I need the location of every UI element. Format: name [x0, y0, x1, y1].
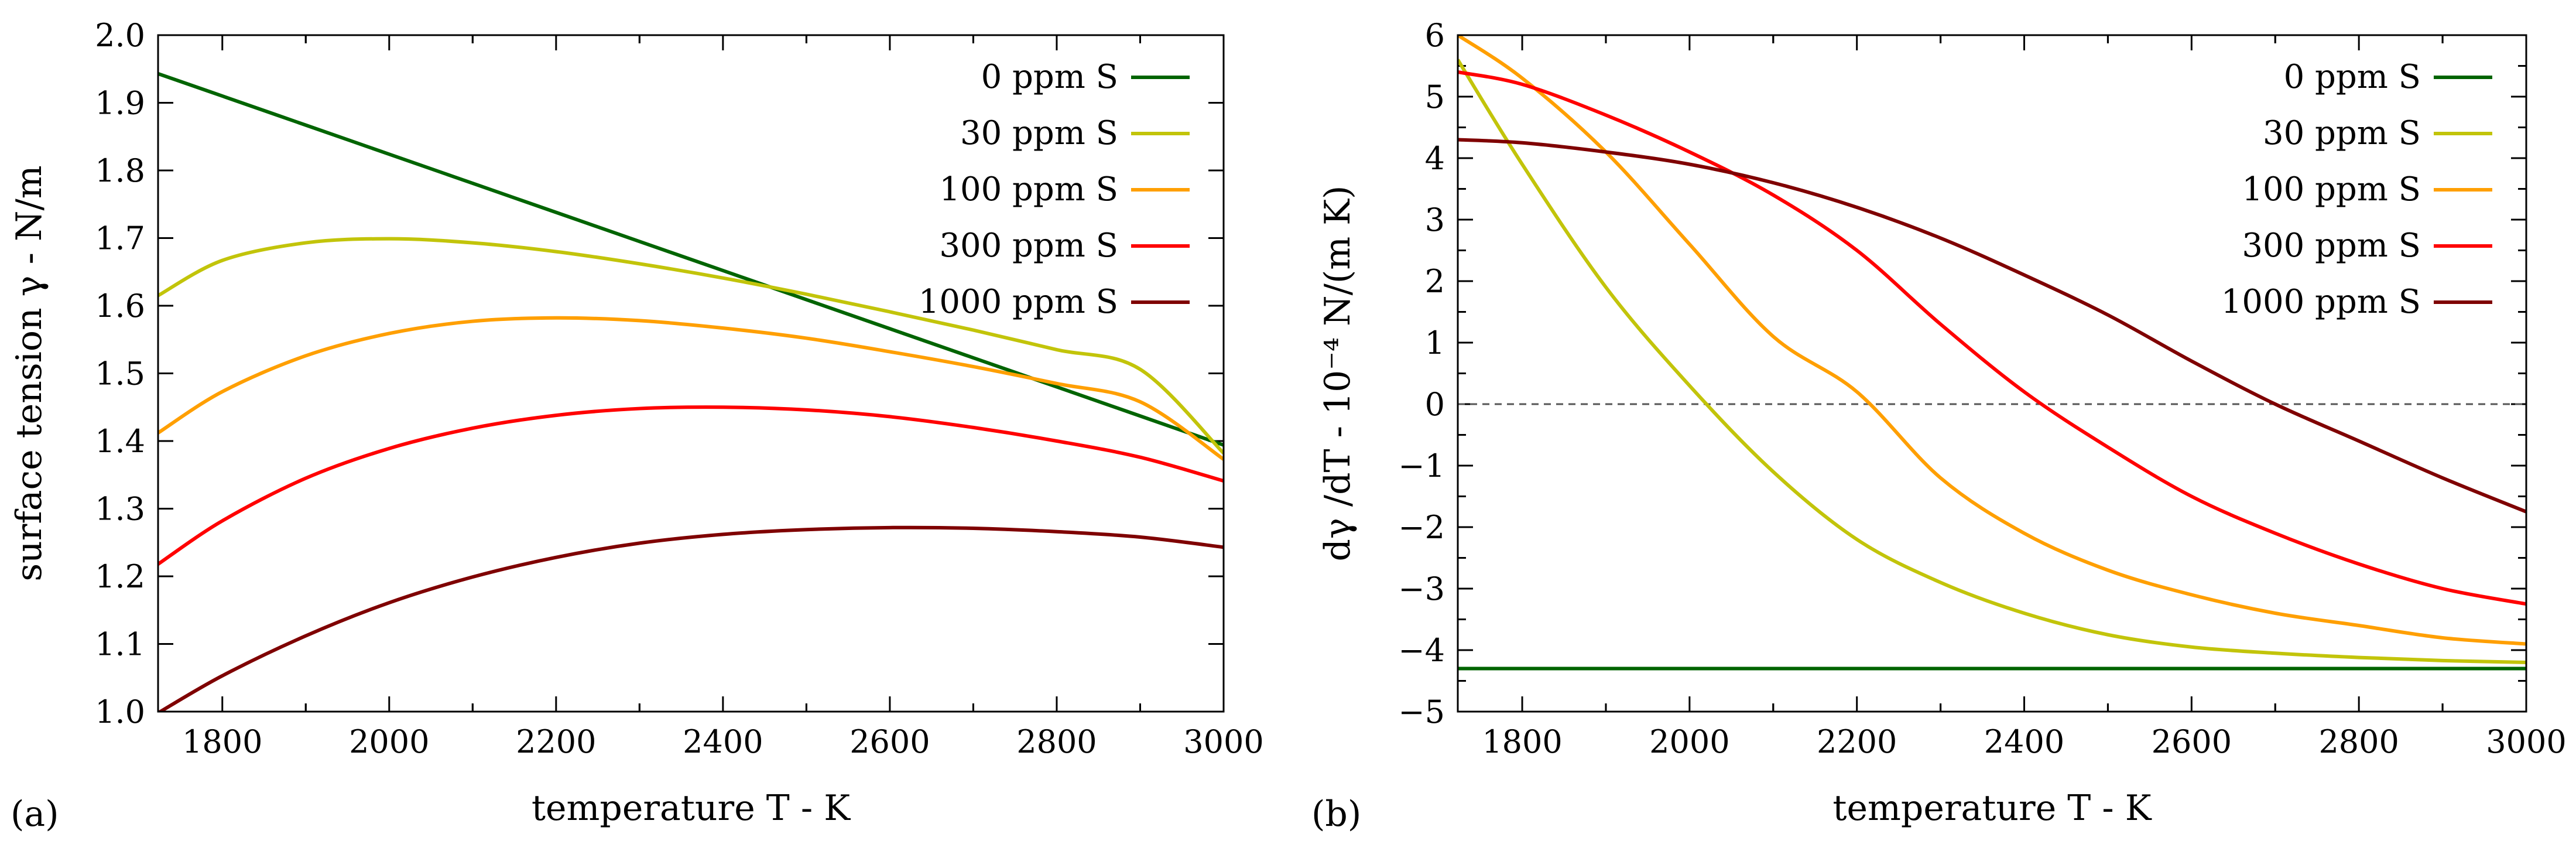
chart-a-legend-label: 30 ppm S	[960, 114, 1118, 152]
chart-b-legend-label: 0 ppm S	[2284, 58, 2421, 96]
chart-a-x-axis-label: temperature T - K	[532, 788, 851, 829]
chart-b-y-tick-label: 4	[1425, 140, 1445, 177]
chart-a-y-tick-label: 1.3	[95, 491, 145, 528]
chart-a-x-tick-label: 2200	[516, 723, 596, 760]
chart-b-y-tick-label: −1	[1398, 447, 1445, 484]
chart-b-y-tick-label: −3	[1398, 570, 1445, 607]
chart-panel-b: 1800 2000 2200 2400 2600 2800 3000 −5 −4 −3 −2 −1 0 1…	[1311, 17, 2567, 835]
chart-a-x-tick-label: 2800	[1016, 723, 1097, 760]
chart-a-legend-label: 300 ppm S	[939, 227, 1118, 265]
chart-a-x-tick-label: 1800	[182, 723, 262, 760]
chart-b-y-tick-label: −5	[1398, 693, 1445, 730]
chart-b-x-axis-label: temperature T - K	[1832, 788, 2152, 829]
chart-a-y-tick-label: 1.8	[95, 152, 145, 189]
chart-b-y-tick-label: 1	[1425, 324, 1445, 361]
chart-a-series-line-4	[158, 525, 1224, 712]
chart-b-y-tick-label: 6	[1425, 17, 1445, 54]
chart-a-plot-frame	[157, 34, 1225, 713]
chart-a-panel-label: (a)	[11, 794, 59, 835]
chart-b-y-tick-label: 5	[1425, 78, 1445, 115]
chart-b-x-tick-label: 3000	[2486, 723, 2566, 760]
chart-b-x-tick-label: 2400	[1984, 723, 2064, 760]
chart-b-y-tick-label: 3	[1425, 201, 1445, 238]
chart-b-y-tick-label: 2	[1425, 263, 1445, 300]
chart-b-legend-label: 300 ppm S	[2242, 227, 2421, 265]
chart-a-series-line-1	[158, 237, 1224, 454]
chart-b-y-tick-label: 0	[1425, 386, 1445, 423]
chart-a-legend-label: 100 ppm S	[939, 170, 1118, 209]
chart-b-series-line-3	[1458, 70, 2526, 606]
chart-a-y-tick-label: 1.7	[95, 220, 145, 257]
chart-a-y-tick-label: 1.9	[95, 85, 145, 122]
chart-a-y-tick-label: 1.5	[95, 356, 145, 392]
chart-b-legend-label: 1000 ppm S	[2221, 283, 2421, 321]
chart-a-x-tick-label: 2600	[849, 723, 930, 760]
chart-a-series-line-2	[158, 316, 1224, 461]
chart-b-y-tick-label: −4	[1398, 632, 1445, 669]
chart-a-x-tick-label: 3000	[1183, 723, 1263, 760]
chart-a-legend-label: 0 ppm S	[981, 58, 1118, 96]
chart-panel-a: 1800 2000 2200 2400 2600 2800 3000 1.0 1.1 1.2 1.3…	[9, 17, 1264, 835]
chart-b-x-tick-label: 2800	[2318, 723, 2399, 760]
chart-b-x-tick-label: 1800	[1482, 723, 1562, 760]
chart-a-y-tick-label: 1.1	[95, 626, 145, 663]
chart-a-y-tick-label: 1.2	[95, 558, 145, 595]
chart-a-y-tick-label: 1.6	[95, 288, 145, 324]
chart-a-legend-label: 1000 ppm S	[919, 283, 1118, 321]
chart-b-y-axis-label: dγ /dT - 10⁻⁴ N/(m K)	[1317, 186, 1358, 562]
chart-a-series-line-3	[158, 405, 1224, 566]
chart-b-legend-label: 30 ppm S	[2263, 114, 2421, 152]
chart-b-legend-label: 100 ppm S	[2242, 170, 2421, 209]
chart-b-y-tick-label: −2	[1398, 509, 1445, 546]
chart-a-series-line-0	[158, 72, 1224, 447]
chart-b-panel-label: (b)	[1311, 794, 1361, 835]
chart-a-y-tick-label: 2.0	[95, 17, 145, 54]
chart-a-y-tick-label: 1.4	[95, 423, 145, 460]
chart-b-series-line-4	[1458, 138, 2526, 514]
chart-b-x-tick-label: 2000	[1649, 723, 1729, 760]
chart-b-series-line-2	[1458, 35, 2526, 646]
chart-b-plot-frame	[1457, 34, 2527, 713]
chart-a-x-tick-label: 2400	[683, 723, 763, 760]
chart-a-y-tick-label: 1.0	[95, 693, 145, 730]
chart-b-series-line-1	[1458, 59, 2526, 664]
chart-b-x-tick-label: 2600	[2152, 723, 2232, 760]
chart-a-x-tick-label: 2000	[349, 723, 429, 760]
chart-a-y-axis-label: surface tension γ - N/m	[9, 165, 50, 581]
chart-b-x-tick-label: 2200	[1817, 723, 1897, 760]
